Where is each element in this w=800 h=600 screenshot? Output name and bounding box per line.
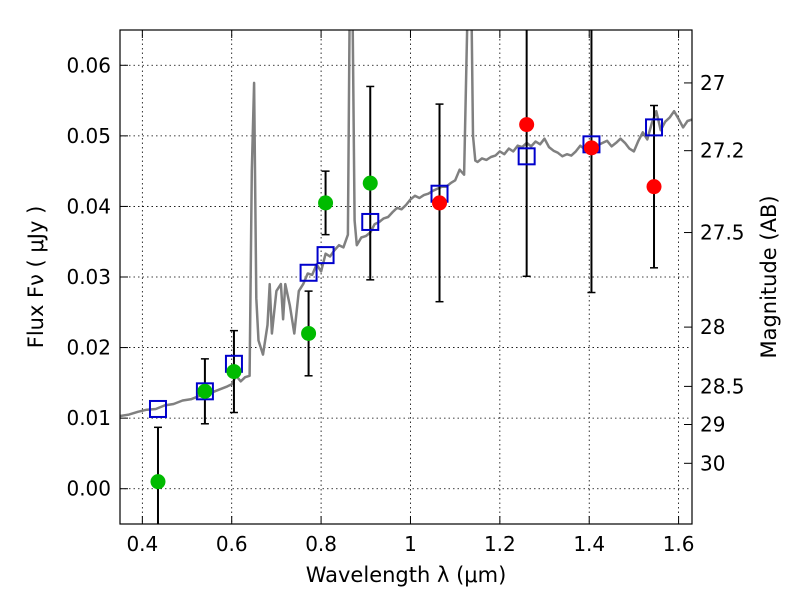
x-tick-label: 1 (404, 532, 417, 556)
y-tick-label: 0.05 (66, 124, 111, 148)
observed-flux-point (583, 140, 599, 156)
x-tick-label: 1.4 (573, 532, 605, 556)
model-photometry-square (195, 382, 214, 401)
mag-tick-label: 30 (700, 451, 725, 475)
data-layer (120, 30, 692, 524)
model-photometry-square (299, 263, 318, 282)
mag-tick-label: 27.5 (700, 221, 745, 245)
model-photometry-square (361, 212, 380, 231)
mag-tick-label: 28 (700, 315, 725, 339)
y-tick-label: 0.06 (66, 53, 111, 77)
mag-tick-label: 27 (700, 71, 725, 95)
y-tick-label: 0.02 (66, 336, 111, 360)
y-tick-label: 0.03 (66, 265, 111, 289)
y-tick-label: 0.04 (66, 194, 111, 218)
model-photometry-square (645, 118, 664, 137)
observed-flux-point (362, 175, 378, 191)
x-tick-label: 0.6 (216, 532, 248, 556)
x-tick-label: 0.4 (126, 532, 158, 556)
observed-flux-point (519, 117, 535, 133)
x-tick-label: 0.8 (305, 532, 337, 556)
y-right-axis-label: Magnitude (AB) (757, 195, 781, 358)
x-axis-label: Wavelength λ (μm) (306, 563, 507, 587)
observed-flux-point (301, 325, 317, 341)
model-photometry-square (148, 399, 167, 418)
mag-tick-label: 29 (700, 412, 725, 436)
model-photometry-square (517, 147, 536, 166)
x-tick-label: 1.6 (663, 532, 695, 556)
observed-flux-point (226, 364, 242, 380)
observed-flux-point (197, 383, 213, 399)
observed-flux-point (150, 474, 166, 490)
ticks: 0.4 0.6 0.8 1 1.2 1.4 1.6 0.00 0.01 0.02 0.03 0.04 0… (66, 30, 745, 556)
y-tick-label: 0.00 (66, 477, 111, 501)
model-photometry-square (316, 246, 335, 265)
mag-tick-label: 28.5 (700, 374, 745, 398)
y-axis-label: Flux Fν ( μJy ) (24, 206, 48, 349)
observed-flux-point (432, 195, 448, 211)
mag-tick-label: 27.2 (700, 139, 745, 163)
y-tick-label: 0.01 (66, 406, 111, 430)
observed-flux-point (318, 195, 334, 211)
grid (120, 30, 692, 524)
x-tick-label: 1.2 (484, 532, 516, 556)
observed-flux-point (646, 179, 662, 195)
